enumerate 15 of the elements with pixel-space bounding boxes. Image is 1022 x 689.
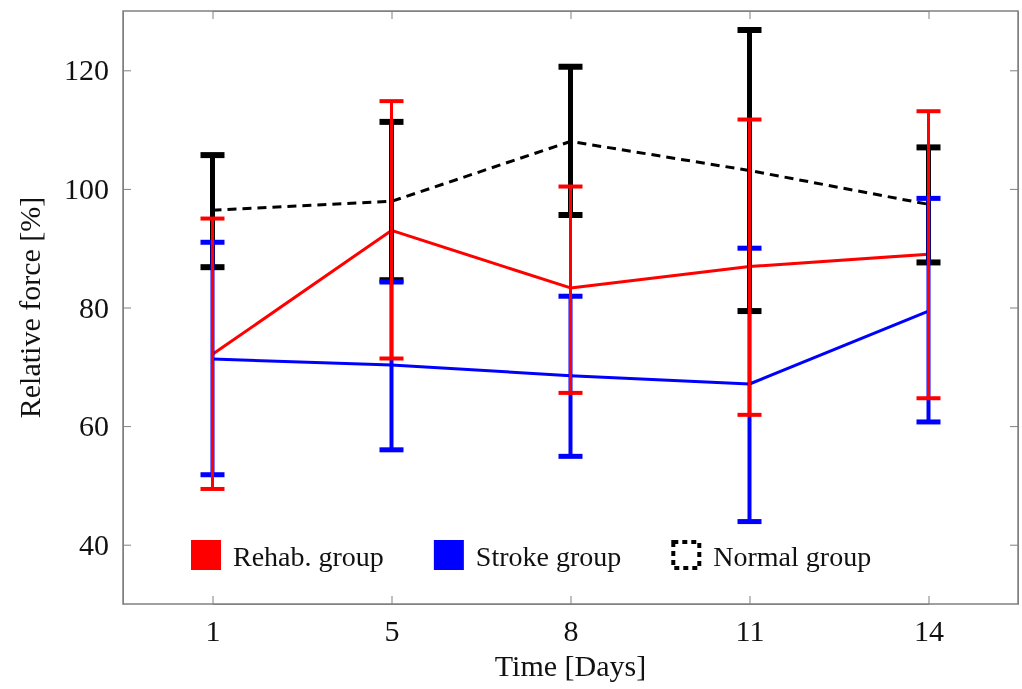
x-axis-title: Time [Days] <box>494 649 647 682</box>
y-tick-label: 80 <box>79 290 109 324</box>
legend-label: Stroke group <box>475 541 622 572</box>
y-axis-title: Relative force [%] <box>13 196 46 419</box>
x-tick-label: 1 <box>205 614 221 648</box>
legend-label: Normal group <box>713 541 872 572</box>
legend-label: Rehab. group <box>233 541 384 572</box>
y-tick-label: 60 <box>79 409 109 443</box>
y-tick-label: 100 <box>64 172 109 205</box>
y-tick-label: 40 <box>79 527 109 561</box>
x-tick-label: 14 <box>914 614 944 648</box>
x-tick-label: 5 <box>384 614 400 648</box>
y-tick-label: 120 <box>64 53 109 87</box>
x-tick-label: 8 <box>563 614 579 648</box>
x-tick-label: 11 <box>735 614 765 648</box>
